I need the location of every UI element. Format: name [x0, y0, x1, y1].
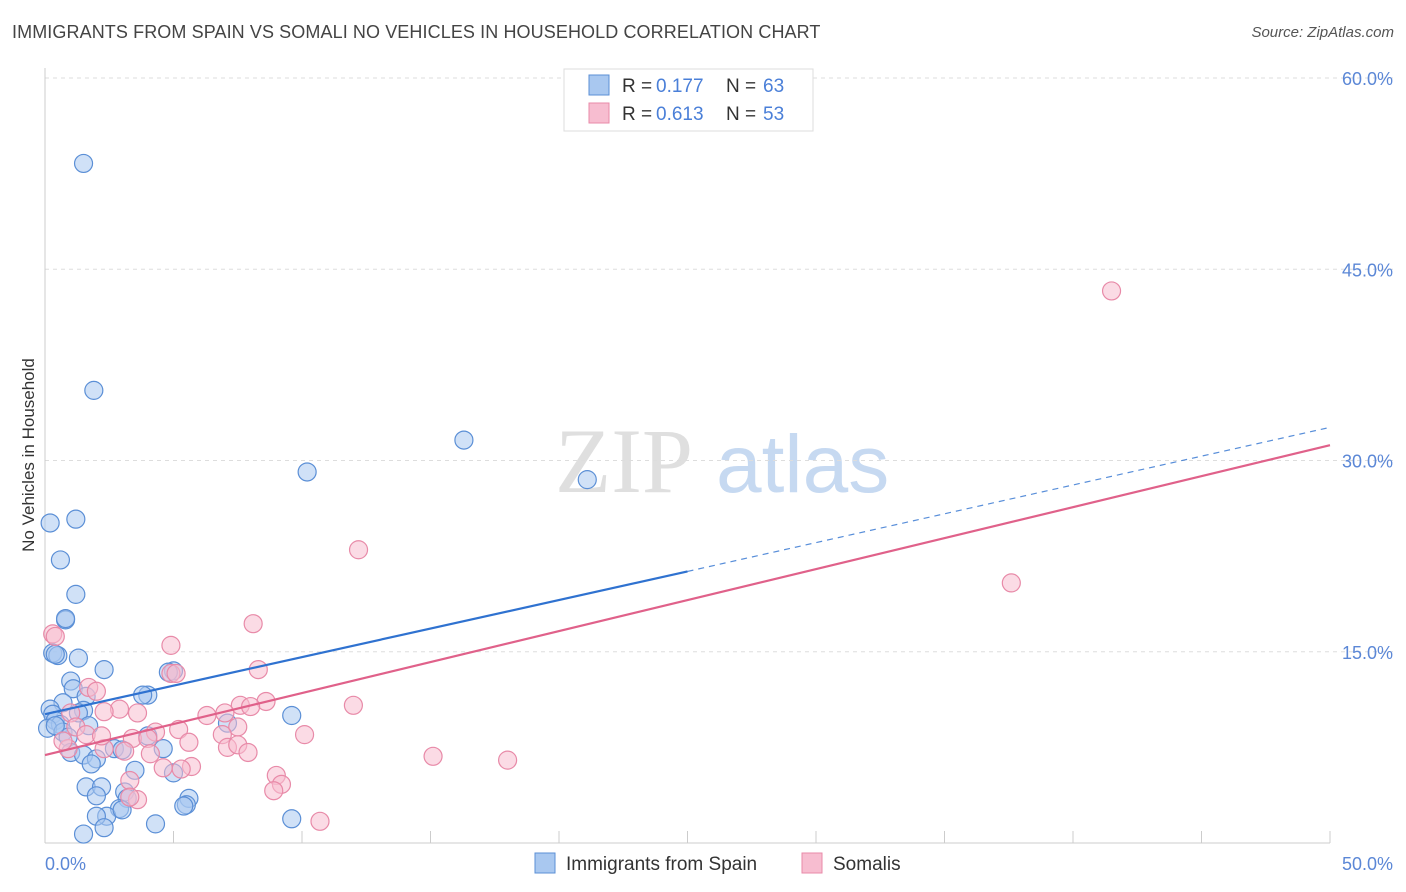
point-somalis [264, 781, 284, 801]
legend-swatch-spain [588, 74, 610, 96]
point-somalis [161, 635, 181, 655]
point-somalis [310, 811, 330, 831]
point-spain [55, 608, 76, 629]
legend-r-label-2: R = [622, 104, 652, 125]
point-somalis [140, 744, 160, 764]
bottom-legend-swatch-somalis [801, 852, 823, 874]
y-tick-label: 30.0% [1342, 452, 1393, 472]
point-spain [40, 513, 60, 533]
point-somalis [86, 681, 107, 701]
trend-line-spain [44, 570, 688, 716]
point-spain [81, 754, 101, 774]
point-spain [66, 509, 86, 529]
point-somalis [53, 731, 73, 751]
point-spain [45, 644, 65, 664]
point-somalis [120, 770, 140, 791]
tick-labels: 15.0% 30.0% 45.0% 60.0% 0.0% 50.0% [45, 69, 1393, 874]
point-spain [94, 818, 114, 838]
point-somalis [423, 746, 443, 766]
point-somalis [45, 626, 65, 647]
bottom-legend-label-spain: Immigrants from Spain [566, 854, 757, 875]
series-somalis-points [43, 281, 1122, 831]
series-spain-points [37, 153, 597, 844]
point-spain [282, 809, 302, 829]
point-somalis [498, 750, 518, 770]
point-spain [577, 470, 597, 490]
point-spain [145, 814, 166, 834]
legend-r-value-2: 0.613 [656, 104, 704, 125]
point-spain [73, 153, 94, 174]
point-spain [66, 584, 86, 604]
point-spain [282, 705, 302, 726]
point-somalis [243, 614, 263, 634]
point-spain [50, 550, 71, 570]
y-tick-label: 60.0% [1342, 69, 1393, 89]
point-somalis [120, 787, 140, 807]
legend-n-value-1: 63 [763, 76, 784, 97]
point-somalis [1001, 573, 1021, 593]
point-spain [133, 685, 153, 705]
point-somalis [179, 732, 199, 752]
point-somalis [166, 663, 186, 684]
point-somalis [153, 758, 173, 778]
legend-r-label-1: R = [622, 76, 652, 97]
legend: R = 0.177 N = 63 R = 0.613 N = 53 [563, 68, 814, 132]
trend-lines [44, 426, 1331, 757]
point-spain [45, 716, 65, 736]
x-tick-label-max: 50.0% [1342, 854, 1393, 874]
legend-n-label-1: N = [726, 76, 756, 97]
chart-title: IMMIGRANTS FROM SPAIN VS SOMALI NO VEHIC… [12, 22, 821, 42]
point-somalis [343, 695, 363, 715]
point-spain [297, 462, 317, 482]
point-somalis [248, 659, 268, 680]
bottom-legend: Immigrants from Spain Somalis [534, 852, 901, 875]
x-tick-label-min: 0.0% [45, 854, 86, 874]
watermark-atlas: atlas [716, 419, 889, 510]
point-spain [454, 430, 474, 450]
bottom-legend-swatch-spain [534, 852, 556, 874]
point-somalis [294, 725, 315, 745]
bottom-legend-label-somalis: Somalis [833, 854, 901, 875]
point-spain [94, 659, 114, 680]
point-somalis [238, 742, 258, 763]
y-axis-title: No Vehicles in Household [19, 358, 38, 552]
point-somalis [115, 741, 135, 761]
point-somalis [348, 540, 369, 560]
legend-swatch-somalis [588, 102, 610, 124]
point-somalis [1101, 281, 1122, 301]
point-somalis [94, 702, 114, 722]
source-label: Source: ZipAtlas.com [1251, 24, 1394, 41]
point-somalis [127, 703, 148, 723]
y-tick-label: 15.0% [1342, 643, 1393, 663]
point-somalis [169, 719, 189, 740]
legend-n-value-2: 53 [763, 104, 784, 125]
y-tick-label: 45.0% [1342, 260, 1393, 280]
legend-r-value-1: 0.177 [656, 76, 704, 97]
gridlines [45, 77, 1395, 653]
point-spain [86, 786, 107, 806]
point-spain [84, 380, 104, 400]
point-spain [174, 796, 194, 816]
point-spain [73, 824, 94, 844]
legend-n-label-2: N = [726, 104, 756, 125]
trend-line-somalis [44, 444, 1331, 757]
point-spain [68, 648, 89, 668]
point-somalis [171, 759, 191, 779]
